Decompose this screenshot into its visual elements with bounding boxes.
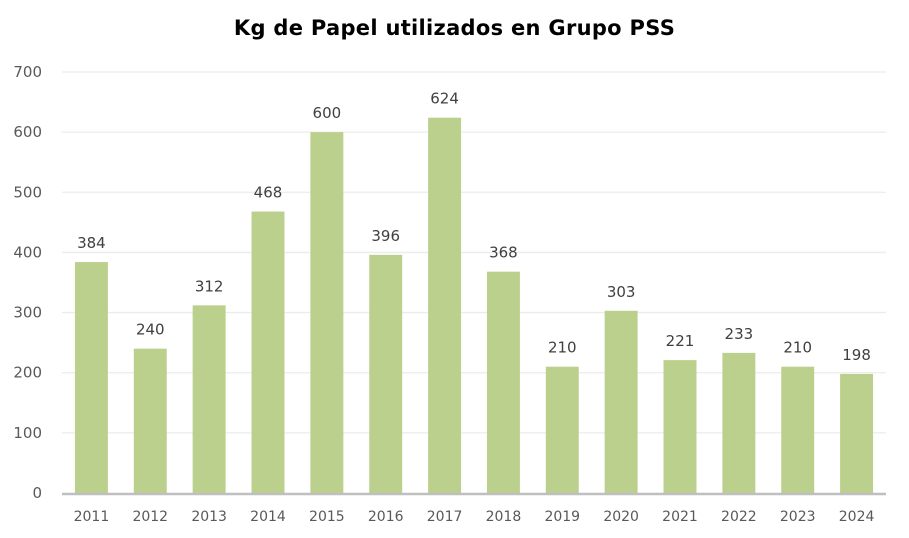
bar [251,211,285,493]
data-label: 312 [195,277,224,295]
data-label: 240 [136,321,165,339]
data-label: 210 [783,339,812,357]
data-label: 396 [371,227,400,245]
data-label: 210 [548,339,577,357]
bar [74,262,108,493]
bar [310,132,344,493]
bar [840,373,874,493]
x-tick-label: 2024 [839,509,875,525]
data-label: 221 [666,332,695,350]
bar [133,348,167,493]
y-axis-ticks: 0 100 200 300 400 500 600 700 [13,63,42,502]
data-label: 233 [725,325,754,343]
x-tick-label: 2015 [309,509,345,525]
data-label: 384 [77,234,106,252]
y-tick-label: 500 [13,183,42,201]
y-tick-label: 700 [13,63,42,81]
bar [486,271,520,493]
x-tick-label: 2021 [662,509,698,525]
data-label: 600 [313,104,342,122]
data-label: 303 [607,283,636,301]
x-tick-label: 2018 [486,509,522,525]
data-label: 624 [430,90,459,108]
x-tick-label: 2013 [191,509,227,525]
bars [74,117,874,494]
bar [663,360,697,493]
data-labels: 384 240 312 468 600 396 624 368 210 303 221 233 210 1… [77,90,871,364]
bar [781,366,815,493]
bar [604,310,638,493]
y-tick-label: 400 [13,243,42,261]
data-label: 198 [842,346,871,364]
gridlines [62,71,886,434]
y-tick-label: 200 [13,364,42,382]
chart-title: Kg de Papel utilizados en Grupo PSS [233,16,676,40]
x-tick-label: 2014 [250,509,286,525]
bar [722,352,756,493]
y-tick-label: 300 [13,304,42,322]
x-tick-label: 2020 [603,509,639,525]
x-tick-label: 2016 [368,509,404,525]
x-tick-label: 2022 [721,509,757,525]
bar [545,366,579,493]
x-axis-ticks: 2011 2012 2013 2014 2015 2016 2017 2018 2019 2020… [74,509,875,525]
data-label: 368 [489,244,518,262]
x-tick-label: 2023 [780,509,816,525]
x-tick-label: 2017 [427,509,463,525]
x-tick-label: 2012 [132,509,168,525]
y-tick-label: 100 [13,424,42,442]
bar [369,254,403,493]
y-tick-label: 0 [32,484,42,502]
x-tick-label: 2019 [544,509,580,525]
bar [428,117,462,494]
y-tick-label: 600 [13,123,42,141]
data-label: 468 [254,184,283,202]
bar [192,305,226,493]
x-tick-label: 2011 [74,509,110,525]
